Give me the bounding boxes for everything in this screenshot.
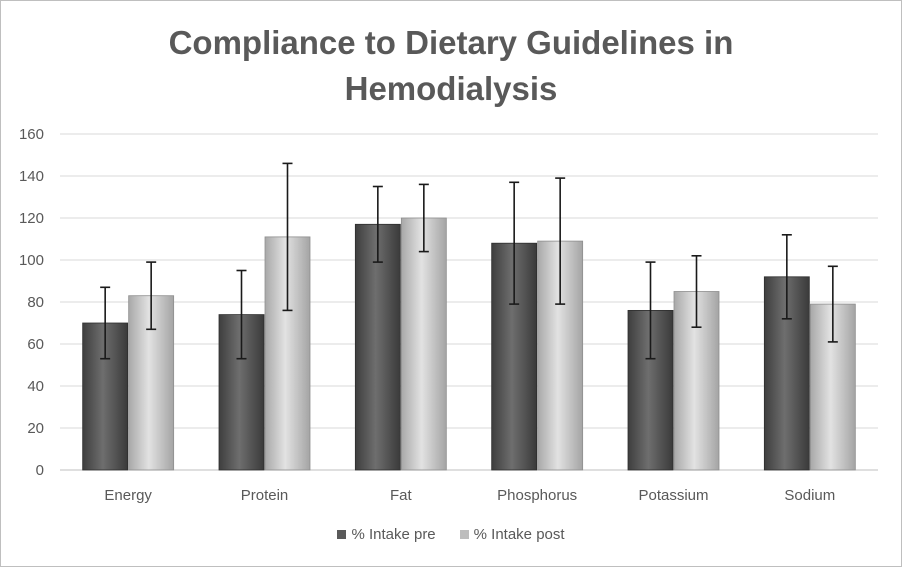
bars — [82, 217, 856, 471]
bar-fat-post — [400, 217, 447, 471]
x-axis-labels: Energy Protein Fat Phosphorus Potassium Sodiu… — [104, 487, 835, 504]
x-category-label: Fat — [390, 487, 413, 504]
legend-label-post: % Intake post — [473, 526, 565, 543]
y-tick-label: 140 — [19, 168, 44, 185]
chart-title: Compliance to Dietary Guidelines in Hemo… — [0, 20, 902, 112]
chart-title-line-1: Compliance to Dietary Guidelines in — [168, 24, 734, 61]
legend: % Intake pre % Intake post — [0, 526, 902, 543]
error-bar-phosphorus-pre — [509, 181, 520, 305]
error-bar-potassium-pre — [645, 261, 656, 360]
error-bars — [100, 162, 838, 360]
error-bar-energy-post — [146, 261, 157, 331]
legend-item-post: % Intake post — [459, 526, 565, 543]
y-axis-ticks: 0 20 40 60 80 100 120 140 160 — [19, 126, 44, 479]
legend-item-pre: % Intake pre — [337, 526, 436, 543]
error-bar-fat-pre — [372, 185, 383, 263]
x-category-label: Potassium — [638, 487, 708, 504]
legend-swatch-pre — [337, 530, 347, 539]
y-tick-label: 0 — [36, 462, 44, 479]
gridlines — [60, 133, 878, 471]
legend-label-pre: % Intake pre — [351, 526, 436, 543]
x-category-label: Phosphorus — [497, 487, 577, 504]
bar-fat-pre — [354, 223, 401, 471]
error-bar-sodium-pre — [781, 234, 792, 320]
y-tick-label: 160 — [19, 126, 44, 143]
error-bar-protein-post — [282, 162, 293, 312]
y-tick-label: 120 — [19, 210, 44, 227]
y-tick-label: 20 — [27, 420, 44, 437]
x-category-label: Sodium — [784, 487, 835, 504]
y-tick-label: 100 — [19, 252, 44, 269]
chart-title-line-2: Hemodialysis — [344, 70, 558, 107]
error-bar-potassium-post — [691, 255, 702, 329]
legend-swatch-post — [459, 530, 469, 539]
y-tick-label: 80 — [27, 294, 44, 311]
x-category-label: Protein — [241, 487, 289, 504]
error-bar-phosphorus-post — [555, 177, 566, 305]
y-tick-label: 40 — [27, 378, 44, 395]
error-bar-fat-post — [418, 183, 429, 253]
error-bar-energy-pre — [100, 286, 111, 360]
x-category-label: Energy — [104, 487, 152, 504]
y-tick-label: 60 — [27, 336, 44, 353]
error-bar-protein-pre — [236, 269, 247, 360]
error-bar-sodium-post — [827, 265, 838, 343]
